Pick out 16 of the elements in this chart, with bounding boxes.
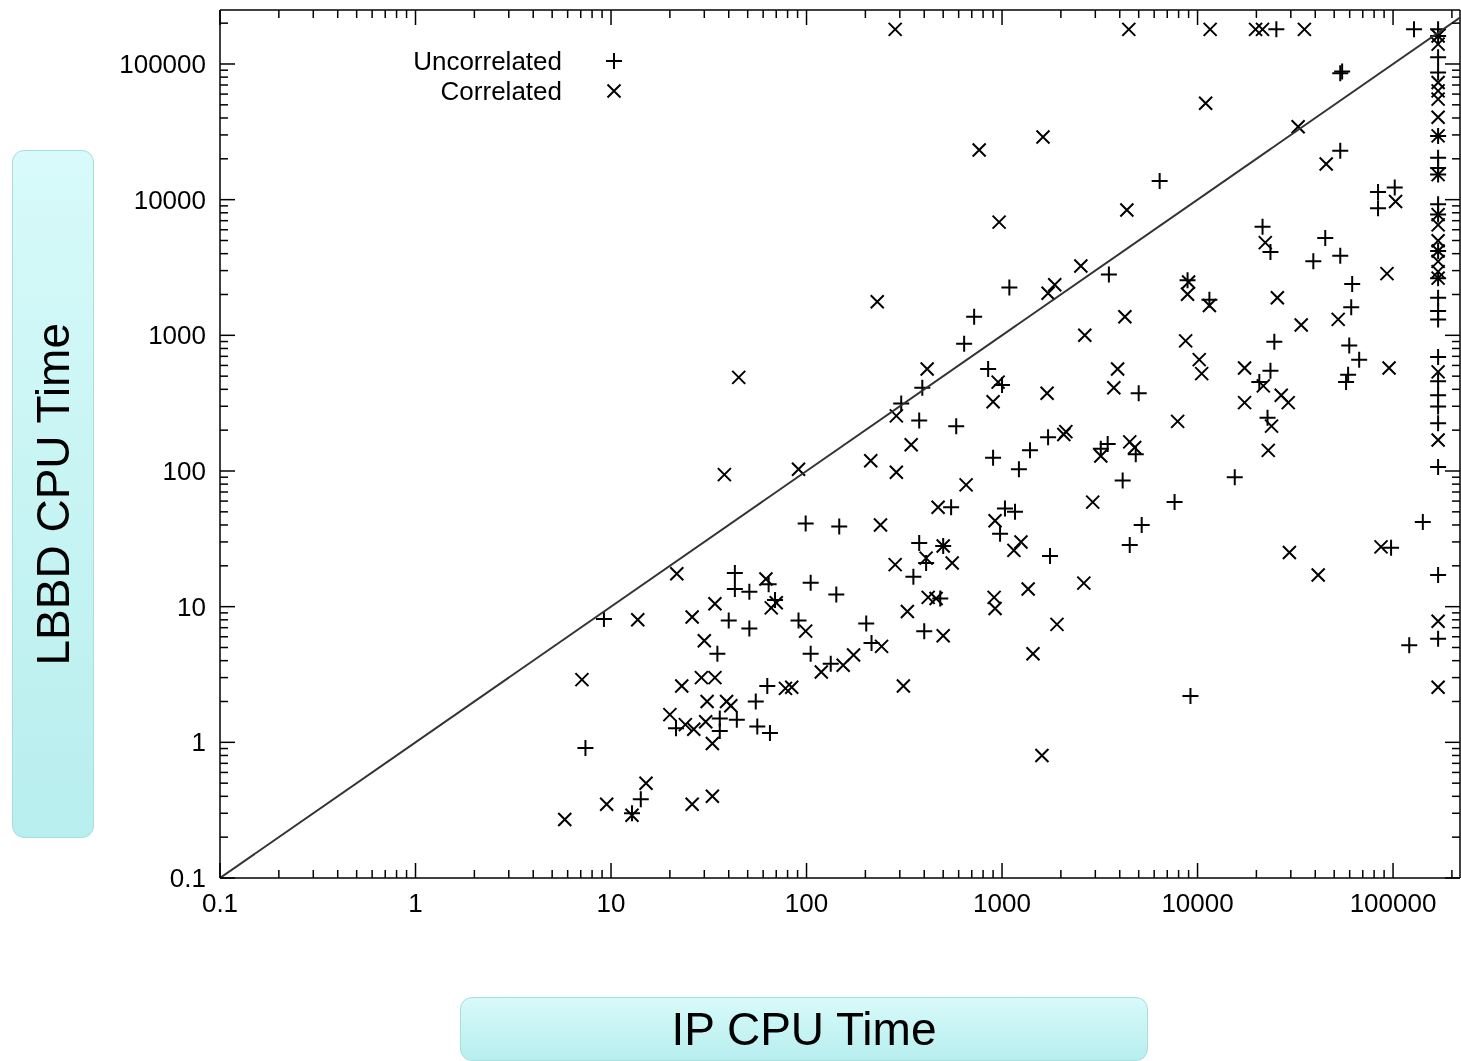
x-tick-label: 100000 xyxy=(1349,888,1437,918)
x-tick-label: 1 xyxy=(408,888,423,918)
x-tick-label: 10 xyxy=(596,888,626,918)
y-tick-label: 10 xyxy=(177,591,206,622)
y-axis-title: LBBD CPU Time xyxy=(26,322,80,666)
x-tick-label: 1000 xyxy=(973,888,1031,918)
legend-label: Uncorrelated xyxy=(413,45,562,77)
y-tick-label: 100000 xyxy=(119,48,206,79)
x-axis-title: IP CPU Time xyxy=(671,1002,937,1056)
y-tick-label: 1 xyxy=(191,727,206,758)
y-tick-label: 1000 xyxy=(148,320,206,351)
x-tick-label: 100 xyxy=(784,888,829,918)
y-tick-label: 10000 xyxy=(133,184,206,215)
legend-label: Correlated xyxy=(440,75,562,107)
x-tick-label: 10000 xyxy=(1161,888,1234,918)
y-tick-label: 100 xyxy=(162,455,206,486)
